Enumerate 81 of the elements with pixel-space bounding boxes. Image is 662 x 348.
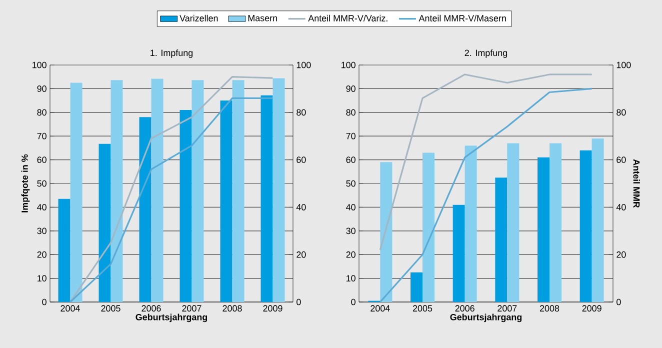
y-tick-label: 60 bbox=[346, 156, 356, 163]
y-tick-label: 40 bbox=[37, 204, 46, 210]
bar bbox=[98, 144, 111, 302]
y-tick-label: 20 bbox=[346, 251, 356, 258]
legend-label: Varizellen bbox=[180, 14, 218, 22]
y2-tick-label: 20 bbox=[616, 251, 626, 258]
y2-tick-label: 60 bbox=[616, 156, 626, 163]
y-tick-label: 60 bbox=[37, 156, 46, 163]
y-tick-label: 50 bbox=[37, 180, 46, 187]
chart-title: 2. Impfung bbox=[464, 49, 508, 58]
y-tick-label: 30 bbox=[346, 228, 356, 234]
y-tick-label: 0 bbox=[351, 298, 356, 306]
bar bbox=[380, 162, 392, 302]
bar bbox=[550, 143, 562, 302]
bar bbox=[139, 117, 152, 302]
x-tick-label: 2006 bbox=[455, 305, 474, 312]
bar bbox=[422, 152, 435, 302]
bar bbox=[58, 198, 70, 302]
x-tick-label: 2004 bbox=[370, 305, 390, 312]
bar bbox=[110, 80, 123, 302]
y2-tick-label: 20 bbox=[296, 251, 306, 258]
y-tick-label: 90 bbox=[346, 86, 356, 92]
bar bbox=[495, 178, 508, 302]
x-tick-label: 2009 bbox=[582, 305, 602, 312]
x-tick-label: 2006 bbox=[142, 305, 161, 312]
y-tick-label: 50 bbox=[346, 180, 356, 187]
y-axis-title: Impfqote in % bbox=[21, 154, 30, 212]
bar bbox=[580, 150, 592, 302]
bar bbox=[180, 110, 192, 302]
x-tick-label: 2008 bbox=[540, 305, 560, 312]
y-tick-label: 70 bbox=[346, 132, 356, 140]
x-tick-label: 2004 bbox=[60, 305, 80, 312]
bar bbox=[70, 82, 82, 302]
y2-tick-label: 80 bbox=[296, 109, 306, 116]
x-axis-title: Geburtsjahrgang bbox=[450, 314, 522, 322]
x-tick-label: 2008 bbox=[222, 305, 242, 312]
x-tick-label: 2005 bbox=[101, 305, 120, 312]
y-tick-label: 80 bbox=[37, 109, 46, 116]
x-tick-label: 2007 bbox=[498, 305, 517, 312]
legend-label: Anteil MMR-V/Variz. bbox=[308, 14, 388, 22]
bar bbox=[260, 95, 273, 302]
y2-tick-label: 0 bbox=[296, 298, 301, 306]
y-tick-label: 10 bbox=[38, 275, 46, 282]
y-tick-label: 70 bbox=[37, 132, 46, 140]
y-tick-label: 90 bbox=[37, 86, 46, 92]
y2-tick-label: 60 bbox=[296, 156, 306, 163]
y-tick-label: 20 bbox=[37, 251, 46, 258]
bar bbox=[507, 143, 520, 302]
y2-tick-label: 100 bbox=[616, 62, 631, 68]
y-tick-label: 10 bbox=[346, 275, 356, 282]
y-tick-label: 100 bbox=[32, 62, 46, 68]
x-tick-label: 2005 bbox=[412, 305, 432, 312]
bar bbox=[452, 204, 465, 302]
bar bbox=[464, 146, 477, 302]
y2-axis-title: Anteil MMR bbox=[633, 159, 640, 208]
bar bbox=[410, 272, 423, 302]
bar bbox=[592, 138, 604, 302]
bar bbox=[538, 157, 550, 302]
y2-tick-label: 0 bbox=[616, 298, 621, 306]
line-series bbox=[379, 74, 593, 251]
legend-label: Masern bbox=[248, 15, 277, 22]
y2-tick-label: 40 bbox=[296, 204, 306, 210]
x-tick-label: 2007 bbox=[182, 305, 202, 312]
y-tick-label: 80 bbox=[346, 109, 356, 116]
y-tick-label: 100 bbox=[342, 62, 356, 68]
bar bbox=[220, 100, 232, 302]
y2-tick-label: 100 bbox=[296, 62, 311, 68]
bar bbox=[232, 80, 244, 302]
line-series bbox=[379, 88, 593, 302]
y-tick-label: 0 bbox=[42, 298, 46, 306]
bar bbox=[151, 78, 164, 302]
y-tick-label: 40 bbox=[346, 204, 356, 210]
x-tick-label: 2009 bbox=[263, 305, 282, 312]
y2-tick-label: 80 bbox=[616, 109, 626, 116]
x-axis-title: Geburtsjahrgang bbox=[136, 314, 208, 322]
chart-title: 1. Impfung bbox=[150, 49, 193, 58]
bar bbox=[192, 80, 204, 302]
y2-tick-label: 40 bbox=[616, 204, 626, 210]
legend-label: Anteil MMR-V/Masern bbox=[418, 14, 506, 22]
bar bbox=[272, 78, 285, 302]
y-tick-label: 30 bbox=[37, 228, 46, 234]
